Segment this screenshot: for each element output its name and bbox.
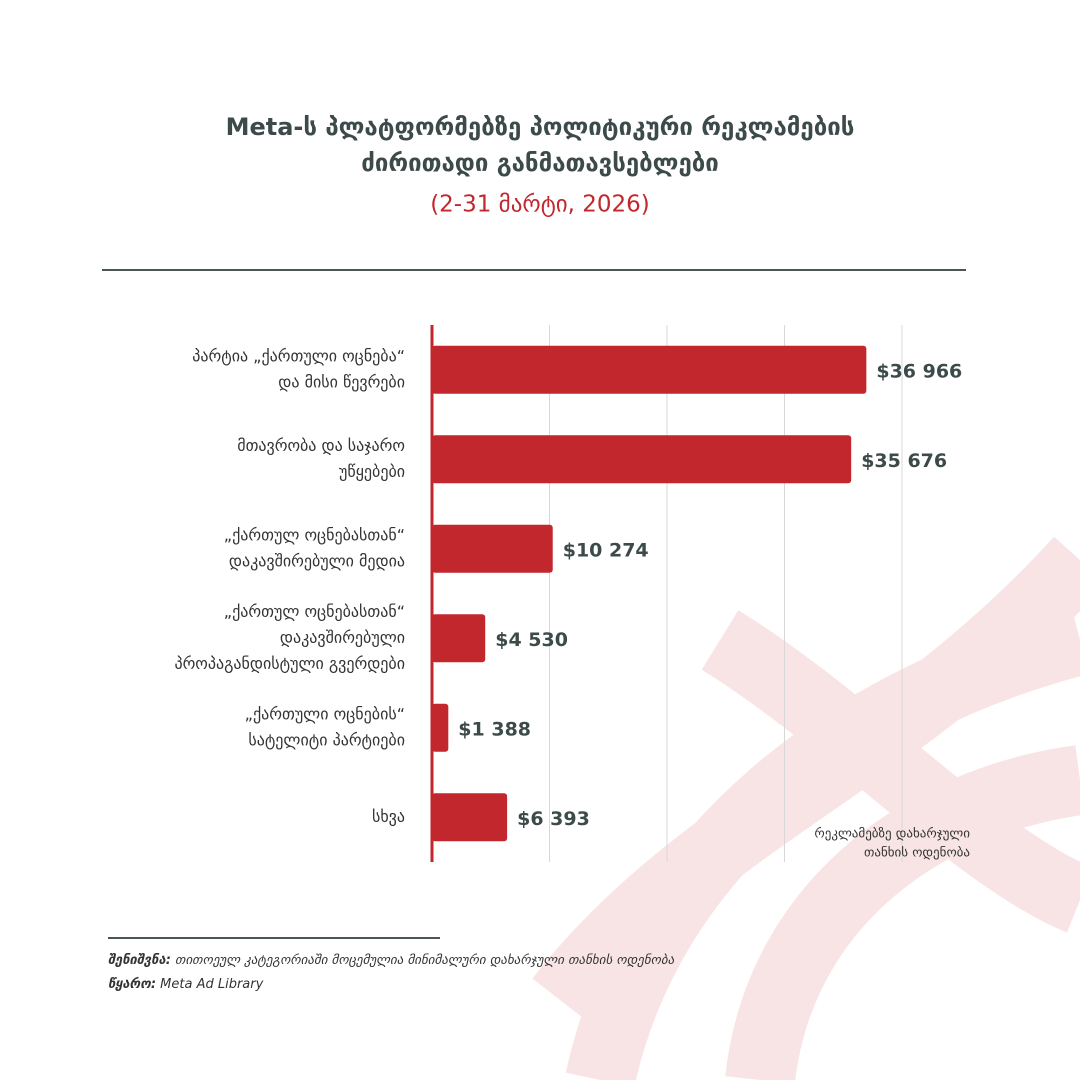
value-label: $36 966	[876, 360, 962, 382]
bar	[432, 524, 553, 573]
y-tick-label: პარტია „ქართული ოცნება“	[192, 346, 405, 365]
y-tick-label: სხვა	[372, 807, 405, 826]
value-label: $10 274	[563, 539, 649, 561]
background-decoration	[532, 536, 1080, 1080]
bar	[432, 703, 449, 752]
value-label: $4 530	[495, 629, 568, 651]
note: შენიშვნა: თითოეულ კატეგორიაში მოცემულია …	[108, 953, 675, 968]
source-text: Meta Ad Library	[160, 977, 263, 992]
x-axis-label: რეკლამებზე დახარჯული	[814, 827, 970, 842]
y-tick-label: სატელიტი პარტიები	[248, 730, 405, 749]
y-tick-label: „ქართული ოცნების“	[245, 704, 405, 723]
bar	[432, 793, 508, 842]
y-tick-label: პროპაგანდისტული გვერდები	[174, 654, 405, 673]
y-tick-label: მთავრობა და საჯარო	[237, 436, 405, 455]
bar	[432, 614, 486, 663]
note-label: შენიშვნა:	[108, 953, 171, 968]
chart-title: Meta-ს პლატფორმებზე პოლიტიკური რეკლამები…	[226, 113, 855, 141]
note-text: თითოეულ კატეგორიაში მოცემულია მინიმალური…	[175, 953, 675, 968]
source-label: წყარო:	[108, 977, 156, 992]
bar	[432, 435, 852, 484]
y-tick-label: უწყებები	[339, 462, 405, 481]
value-label: $35 676	[861, 450, 947, 472]
value-label: $1 388	[458, 718, 531, 740]
chart-title: ძირითადი განმათავსებლები	[361, 149, 719, 177]
x-axis-label: თანხის ოდენობა	[864, 846, 970, 861]
y-tick-label: დაკავშირებული მედია	[229, 551, 405, 570]
chart-subtitle: (2-31 მარტი, 2026)	[430, 192, 650, 218]
y-tick-label: დაკავშირებული	[280, 628, 405, 647]
y-tick-label: „ქართულ ოცნებასთან“	[224, 602, 405, 621]
y-tick-label: და მისი წევრები	[278, 372, 405, 391]
bar	[432, 345, 867, 394]
source: წყარო: Meta Ad Library	[108, 977, 264, 992]
value-label: $6 393	[517, 808, 590, 830]
y-tick-label: „ქართულ ოცნებასთან“	[224, 525, 405, 544]
